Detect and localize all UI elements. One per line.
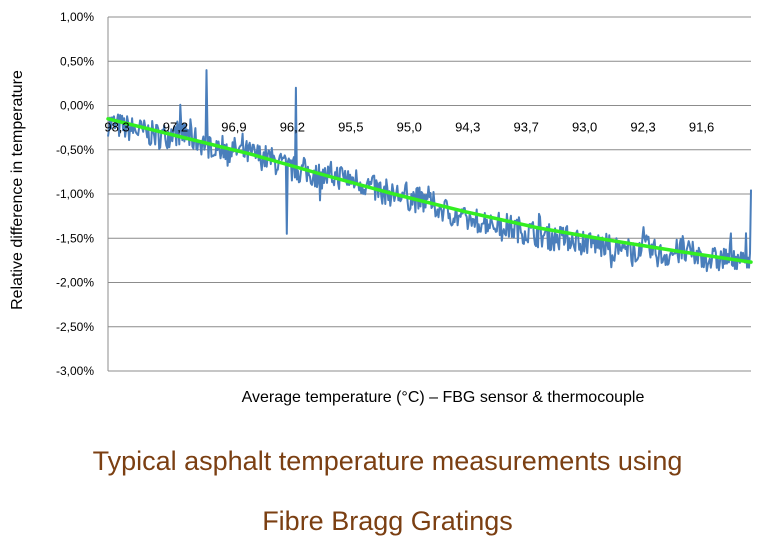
x-tick-label: 91,6 [689, 120, 714, 135]
series-line-measured [107, 69, 752, 273]
y-tick-label: -2,50% [56, 320, 94, 334]
y-axis-label: Relative difference in temperature [9, 70, 26, 310]
figure-caption-line-1: Typical asphalt temperature measurements… [92, 446, 683, 476]
y-axis-ticks: 1,00% 0,50% 0,00% -0,50% -1,00% -1,50% -2,00% -… [56, 10, 94, 378]
y-tick-label: 0,00% [60, 99, 94, 113]
x-tick-label: 93,0 [572, 120, 597, 135]
y-tick-label: -3,00% [56, 364, 94, 378]
x-tick-label: 92,3 [630, 120, 655, 135]
y-tick-label: 1,00% [60, 10, 94, 24]
series-line-trend [106, 117, 753, 264]
chart: 1,00% 0,50% 0,00% -0,50% -1,00% -1,50% -2,00% -… [9, 10, 753, 406]
x-tick-label: 98,3 [104, 120, 129, 135]
x-axis-ticks: 98,3 97,2 96,9 96,2 95,5 95,0 94,3 93,7 93,0 92,3… [104, 120, 714, 135]
x-tick-label: 94,3 [455, 120, 480, 135]
series-trend [106, 117, 753, 264]
y-tick-label: -2,00% [56, 276, 94, 290]
figure-caption-line-2: Fibre Bragg Gratings [262, 506, 513, 536]
x-axis-label: Average temperature (°C) – FBG sensor & … [242, 389, 645, 406]
x-tick-label: 97,2 [163, 120, 188, 135]
x-tick-label: 96,9 [221, 120, 246, 135]
y-tick-label: -1,00% [56, 187, 94, 201]
y-tick-label: -0,50% [56, 143, 94, 157]
x-tick-label: 93,7 [514, 120, 539, 135]
x-tick-label: 95,0 [397, 120, 422, 135]
series-measured [107, 69, 752, 273]
y-tick-label: 0,50% [60, 54, 94, 68]
x-tick-label: 95,5 [338, 120, 363, 135]
x-tick-label: 96,2 [280, 120, 305, 135]
y-tick-label: -1,50% [56, 231, 94, 245]
